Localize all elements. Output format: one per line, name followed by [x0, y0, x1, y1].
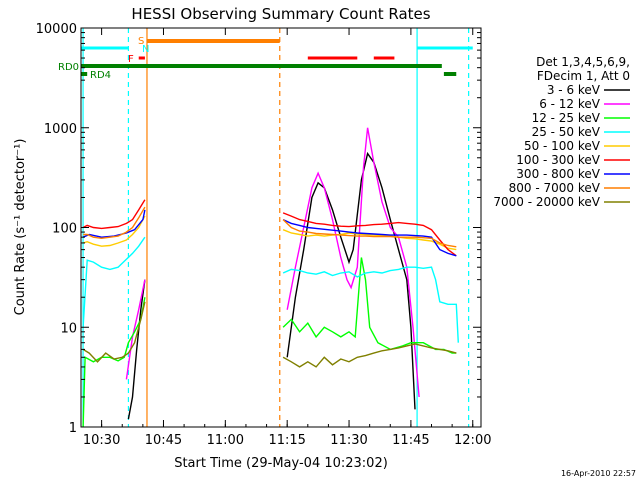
legend-label-7: 800 - 7000 keV [509, 181, 601, 195]
x-tick-label-4: 11:30 [330, 433, 367, 448]
y-tick-label-4: 10000 [36, 22, 77, 37]
y-tick-label-0: 1 [69, 421, 77, 436]
legend-label-1: 6 - 12 keV [539, 97, 601, 111]
flag-label-n: N [142, 44, 149, 55]
y-tick-label-2: 100 [52, 222, 77, 237]
flag-label-s: S [138, 36, 144, 47]
series-line-3-6kev [127, 151, 416, 420]
x-tick-label-2: 11:00 [207, 433, 244, 448]
series-line-25-50kev [82, 236, 459, 343]
flag-label-rd0: RD0 [58, 62, 79, 73]
flag-label-rd4: RD4 [90, 70, 111, 81]
x-axis-label: Start Time (29-May-04 10:23:02) [174, 456, 388, 471]
x-tick-label-6: 12:00 [454, 433, 491, 448]
chart-title: HESSI Observing Summary Count Rates [131, 5, 430, 23]
legend-header-line-2: FDecim 1, Att 0 [537, 69, 630, 83]
legend-label-8: 7000 - 20000 keV [493, 195, 600, 209]
series-line-100-300kev [82, 199, 457, 257]
y-axis-ticks: 1 10 100 1000 10000 [36, 22, 481, 436]
legend-label-4: 50 - 100 keV [524, 139, 601, 153]
legend-label-2: 12 - 25 keV [532, 111, 601, 125]
plot-area [81, 28, 473, 428]
legend-label-6: 300 - 800 keV [516, 167, 600, 181]
x-tick-label-3: 11:15 [268, 433, 305, 448]
legend-header-line-1: Det 1,3,4,5,6,9, [536, 55, 630, 69]
y-axis-label: Count Rate (s⁻¹ detector⁻¹) [13, 139, 28, 316]
x-tick-label-1: 10:45 [145, 433, 182, 448]
series-line-12-25kev [82, 257, 457, 428]
series-line-800-7000kev [83, 206, 457, 248]
x-tick-label-5: 11:45 [392, 433, 429, 448]
legend-label-0: 3 - 6 keV [547, 83, 601, 97]
timestamp: 16-Apr-2010 22:57 [561, 469, 636, 478]
legend: Det 1,3,4,5,6,9, FDecim 1, Att 0 3 - 6 k… [493, 55, 630, 209]
legend-label-3: 25 - 50 keV [532, 125, 601, 139]
x-axis-ticks: 10:30 10:45 11:00 11:15 11:30 11:45 12:00 [83, 28, 491, 448]
y-tick-label-3: 1000 [44, 122, 77, 137]
legend-label-5: 100 - 300 keV [516, 153, 600, 167]
series-line-7000-20000kev [82, 301, 457, 368]
y-tick-label-1: 10 [60, 321, 77, 336]
flag-label-f: F [128, 54, 134, 65]
x-tick-label-0: 10:30 [83, 433, 120, 448]
series-line-50-100kev [82, 215, 457, 251]
